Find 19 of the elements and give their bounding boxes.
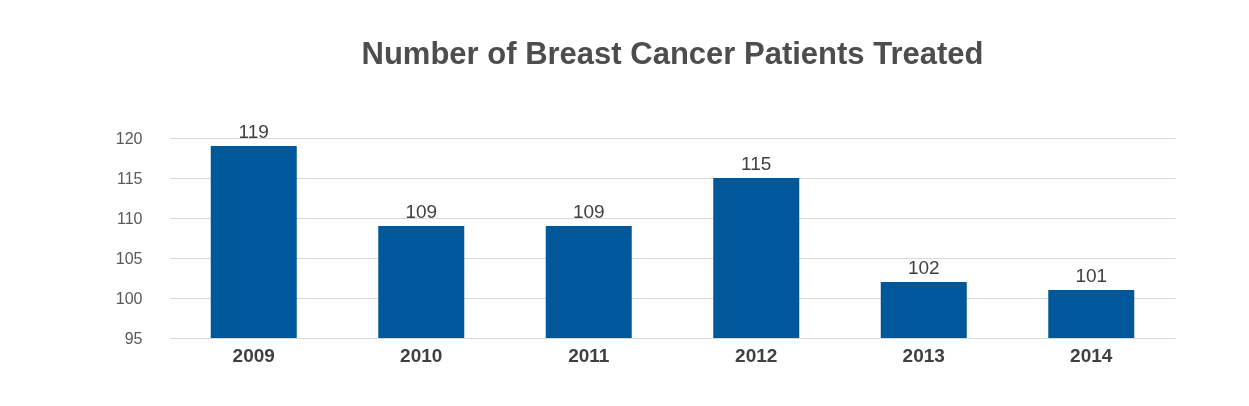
x-tick-label: 2009 — [232, 344, 275, 366]
chart-title: Number of Breast Cancer Patients Treated — [361, 36, 984, 71]
data-label: 115 — [741, 153, 772, 174]
data-label: 102 — [907, 257, 940, 278]
x-tick-label: 2011 — [568, 344, 610, 366]
y-tick-label: 105 — [115, 249, 143, 267]
y-tick-label: 95 — [124, 329, 143, 347]
y-tick-label: 115 — [116, 169, 143, 187]
data-label: 119 — [238, 121, 269, 142]
data-label: 109 — [572, 201, 605, 222]
x-tick-label: 2012 — [735, 344, 778, 366]
x-tick-label: 2013 — [902, 344, 945, 366]
data-label: 109 — [405, 201, 438, 222]
x-tick-label: 2010 — [400, 344, 443, 366]
data-label: 101 — [1075, 265, 1108, 286]
y-tick-label: 110 — [116, 209, 143, 227]
y-tick-label: 120 — [115, 129, 143, 147]
y-tick-label: 100 — [115, 289, 143, 307]
x-tick-label: 2014 — [1070, 344, 1113, 366]
